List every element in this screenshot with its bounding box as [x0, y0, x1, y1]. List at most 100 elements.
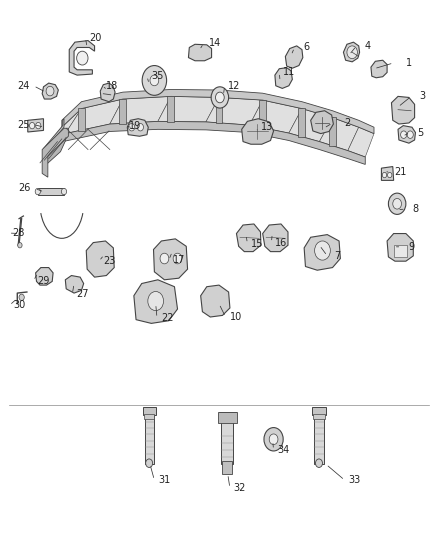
Bar	[223, 461, 232, 474]
Text: 12: 12	[228, 81, 240, 91]
Polygon shape	[259, 100, 266, 128]
Text: 5: 5	[417, 127, 423, 138]
Polygon shape	[44, 122, 365, 165]
Circle shape	[146, 459, 152, 467]
Polygon shape	[398, 126, 416, 143]
Bar	[313, 414, 325, 418]
Polygon shape	[343, 42, 360, 62]
Circle shape	[35, 123, 41, 129]
Text: 3: 3	[419, 91, 425, 101]
Circle shape	[382, 172, 387, 177]
Text: 7: 7	[334, 251, 340, 261]
Circle shape	[138, 124, 144, 131]
Text: 31: 31	[158, 475, 170, 485]
Circle shape	[61, 188, 67, 195]
Bar	[144, 414, 154, 418]
Polygon shape	[250, 100, 302, 133]
Polygon shape	[381, 166, 394, 180]
Circle shape	[401, 131, 407, 139]
Polygon shape	[153, 239, 187, 280]
Polygon shape	[167, 96, 174, 122]
Circle shape	[388, 172, 392, 177]
Text: 34: 34	[278, 445, 290, 455]
Polygon shape	[371, 60, 387, 78]
Circle shape	[18, 243, 22, 248]
Bar	[38, 188, 64, 195]
Bar	[221, 419, 233, 464]
Circle shape	[264, 427, 283, 451]
Bar	[218, 411, 237, 423]
Circle shape	[160, 253, 169, 264]
Polygon shape	[311, 111, 333, 134]
Text: 21: 21	[394, 167, 406, 177]
Text: 10: 10	[230, 312, 243, 322]
Text: 35: 35	[151, 71, 163, 81]
Polygon shape	[242, 119, 274, 144]
Circle shape	[389, 193, 406, 214]
Polygon shape	[42, 83, 58, 99]
Text: 11: 11	[283, 68, 295, 77]
Text: 20: 20	[89, 33, 102, 43]
Text: 26: 26	[18, 183, 31, 193]
Text: 15: 15	[251, 239, 264, 248]
Text: 33: 33	[348, 475, 360, 485]
Text: 17: 17	[173, 255, 185, 265]
Text: 24: 24	[18, 81, 30, 91]
Polygon shape	[44, 109, 81, 151]
Polygon shape	[120, 99, 127, 124]
Polygon shape	[86, 241, 114, 277]
Polygon shape	[110, 96, 171, 124]
Circle shape	[173, 253, 182, 264]
Text: 27: 27	[76, 289, 88, 299]
Bar	[145, 412, 153, 464]
Text: 14: 14	[208, 38, 221, 48]
Polygon shape	[43, 119, 64, 160]
Polygon shape	[387, 233, 413, 261]
Polygon shape	[188, 44, 212, 61]
Text: 29: 29	[37, 276, 49, 286]
Circle shape	[215, 92, 224, 103]
Polygon shape	[28, 119, 43, 132]
Polygon shape	[44, 134, 65, 165]
Text: 8: 8	[413, 204, 419, 214]
Text: 28: 28	[12, 228, 25, 238]
Polygon shape	[65, 99, 123, 134]
Text: 9: 9	[408, 242, 414, 252]
Circle shape	[150, 75, 159, 86]
Text: 23: 23	[103, 256, 115, 266]
Polygon shape	[289, 109, 332, 142]
Polygon shape	[206, 98, 263, 125]
Bar	[311, 407, 326, 415]
Text: 16: 16	[276, 238, 288, 247]
Text: 1: 1	[406, 58, 412, 68]
Text: 13: 13	[261, 122, 273, 132]
Polygon shape	[65, 276, 84, 293]
Polygon shape	[44, 127, 62, 159]
Text: 19: 19	[129, 120, 141, 131]
Polygon shape	[298, 108, 305, 137]
Polygon shape	[286, 46, 303, 68]
Polygon shape	[237, 224, 261, 252]
Polygon shape	[348, 127, 374, 157]
Circle shape	[269, 434, 278, 445]
Circle shape	[19, 294, 24, 301]
Text: 30: 30	[13, 300, 25, 310]
Circle shape	[29, 123, 35, 129]
Polygon shape	[215, 97, 223, 124]
Circle shape	[142, 66, 166, 95]
Polygon shape	[304, 235, 340, 270]
Polygon shape	[134, 280, 177, 324]
Circle shape	[35, 188, 40, 195]
Circle shape	[315, 459, 322, 467]
Polygon shape	[329, 117, 336, 146]
Polygon shape	[263, 224, 288, 252]
Polygon shape	[100, 83, 115, 102]
Polygon shape	[69, 41, 95, 75]
Polygon shape	[392, 96, 415, 124]
Text: 4: 4	[364, 41, 371, 51]
Polygon shape	[62, 90, 374, 134]
Polygon shape	[394, 245, 407, 257]
Bar	[314, 414, 324, 464]
Polygon shape	[42, 128, 68, 177]
Circle shape	[129, 124, 135, 131]
